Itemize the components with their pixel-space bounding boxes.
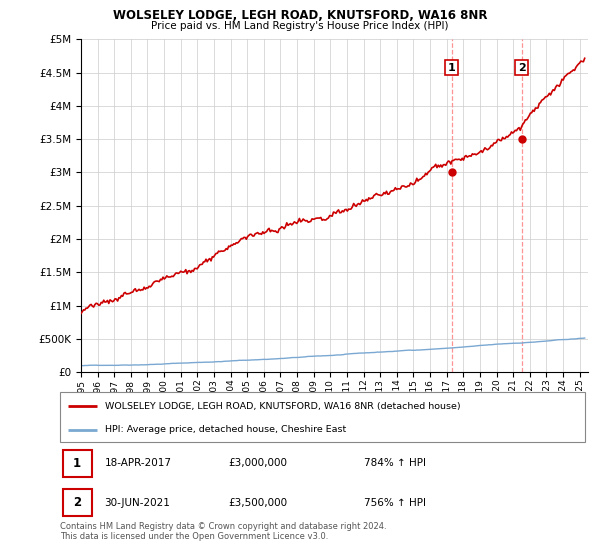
Text: 2: 2 — [73, 496, 81, 509]
Text: 1: 1 — [73, 457, 81, 470]
Text: £3,500,000: £3,500,000 — [228, 498, 287, 507]
Bar — [62, 450, 91, 477]
Text: 756% ↑ HPI: 756% ↑ HPI — [365, 498, 427, 507]
Text: 18-APR-2017: 18-APR-2017 — [104, 459, 172, 468]
Text: WOLSELEY LODGE, LEGH ROAD, KNUTSFORD, WA16 8NR (detached house): WOLSELEY LODGE, LEGH ROAD, KNUTSFORD, WA… — [104, 402, 460, 410]
Text: WOLSELEY LODGE, LEGH ROAD, KNUTSFORD, WA16 8NR: WOLSELEY LODGE, LEGH ROAD, KNUTSFORD, WA… — [113, 9, 487, 22]
Text: 1: 1 — [448, 63, 455, 73]
Text: HPI: Average price, detached house, Cheshire East: HPI: Average price, detached house, Ches… — [104, 425, 346, 435]
Text: Price paid vs. HM Land Registry's House Price Index (HPI): Price paid vs. HM Land Registry's House … — [151, 21, 449, 31]
Text: 784% ↑ HPI: 784% ↑ HPI — [365, 459, 427, 468]
Text: Contains HM Land Registry data © Crown copyright and database right 2024.
This d: Contains HM Land Registry data © Crown c… — [60, 522, 386, 542]
Text: 30-JUN-2021: 30-JUN-2021 — [104, 498, 170, 507]
Text: £3,000,000: £3,000,000 — [228, 459, 287, 468]
Text: 2: 2 — [518, 63, 526, 73]
Bar — [62, 489, 91, 516]
